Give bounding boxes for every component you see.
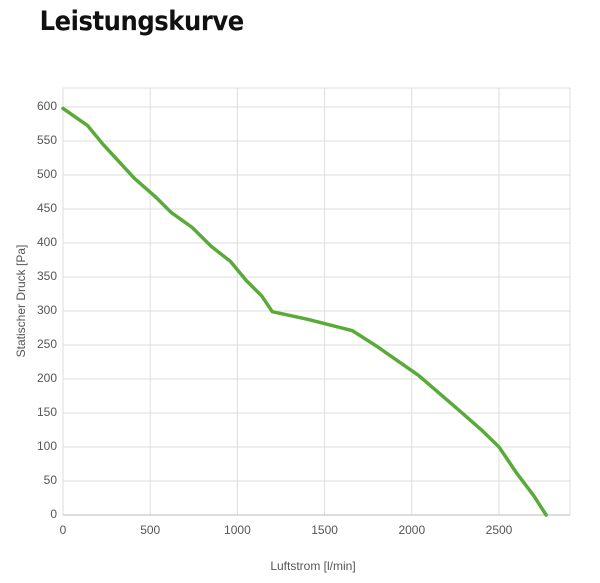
y-tick-label: 0 [50, 507, 57, 521]
y-axis-label: Statischer Druck [Pa] [14, 245, 28, 358]
x-tick-label: 1500 [311, 523, 338, 537]
y-tick-label: 300 [37, 303, 57, 317]
y-tick-label: 450 [37, 201, 57, 215]
y-tick-label: 100 [37, 439, 57, 453]
x-tick-label: 500 [140, 523, 160, 537]
y-tick-label: 550 [37, 133, 57, 147]
y-tick-label: 400 [37, 235, 57, 249]
y-tick-label: 150 [37, 405, 57, 419]
y-tick-label: 600 [37, 99, 57, 113]
x-tick-label: 0 [60, 523, 67, 537]
chart-title: Leistungskurve [40, 6, 244, 38]
y-tick-label: 500 [37, 167, 57, 181]
x-tick-label: 1000 [224, 523, 251, 537]
y-tick-label: 200 [37, 371, 57, 385]
data-line [61, 106, 548, 517]
y-tick-label: 350 [37, 269, 57, 283]
y-tick-label: 50 [44, 473, 58, 487]
x-tick-label: 2000 [398, 523, 425, 537]
x-axis-label: Luftstrom [l/min] [270, 559, 355, 573]
x-tick-label: 2500 [486, 523, 513, 537]
y-tick-label: 250 [37, 337, 57, 351]
